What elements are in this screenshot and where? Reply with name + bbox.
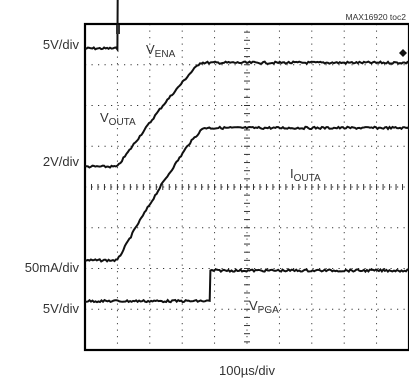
channel-label-iouta: IOUTA [290, 166, 321, 184]
traces [84, 0, 409, 304]
x-axis-label: 100µs/div [219, 363, 275, 378]
channel-label-vena: VENA [146, 42, 176, 60]
trace-iouta [85, 125, 409, 263]
channel-label-vouta: VOUTA [100, 110, 136, 128]
scale-label-vena: 5V/div [43, 37, 80, 52]
channel-label-vpga: VPGA [249, 298, 279, 316]
scale-label-vpga: 5V/div [43, 301, 80, 316]
trace-vouta [84, 60, 409, 169]
trigger-marker [116, 25, 120, 34]
figure-id: MAX16920 toc2 [346, 12, 407, 22]
scale-label-iouta: 50mA/div [25, 260, 80, 275]
plot-frame [83, 22, 409, 352]
level-marker [399, 49, 407, 57]
trace-vpga [84, 267, 409, 304]
scale-label-vouta: 2V/div [43, 154, 80, 169]
grid [84, 23, 409, 351]
labels: 5V/div 2V/div 50mA/div 5V/div VENA VOUTA IOUTA… [25, 25, 407, 316]
